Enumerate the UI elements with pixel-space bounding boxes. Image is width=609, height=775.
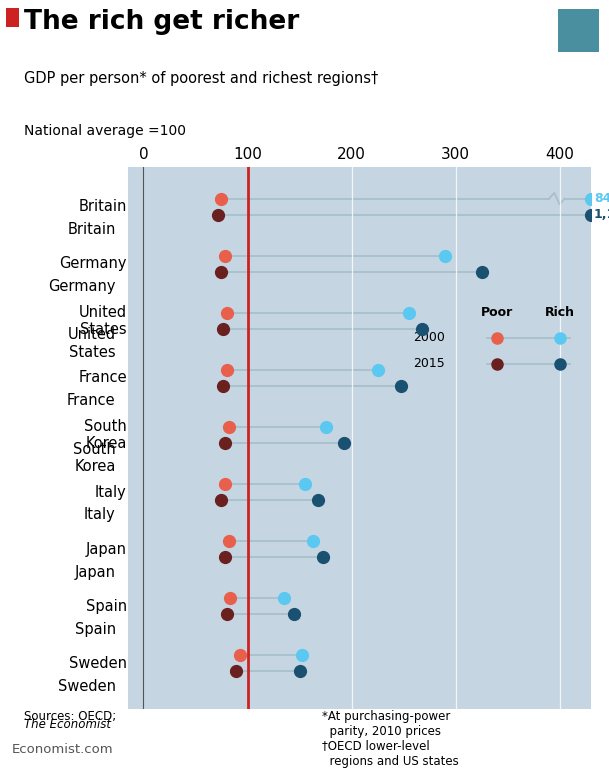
Text: Spain: Spain: [74, 622, 116, 637]
Text: GDP per person* of poorest and richest regions†: GDP per person* of poorest and richest r…: [24, 71, 378, 86]
Text: France: France: [67, 393, 116, 408]
Text: France: France: [78, 370, 127, 385]
Text: 1,150: 1,150: [594, 208, 609, 221]
Text: National average =100: National average =100: [24, 124, 186, 138]
Text: Spain: Spain: [86, 599, 127, 614]
FancyBboxPatch shape: [558, 9, 599, 52]
Bar: [6, 8, 19, 27]
Text: 2015: 2015: [414, 357, 445, 370]
Text: South
Korea: South Korea: [73, 442, 116, 474]
Text: Poor: Poor: [481, 306, 513, 319]
Text: Rich: Rich: [544, 306, 574, 319]
Text: Italy: Italy: [84, 508, 116, 522]
Text: *At purchasing-power
  parity, 2010 prices
†OECD lower-level
  regions and US st: *At purchasing-power parity, 2010 prices…: [322, 710, 459, 767]
Text: United
States: United States: [68, 328, 116, 360]
Text: Britain: Britain: [79, 199, 127, 214]
Text: 2000: 2000: [414, 332, 445, 344]
Text: Japan: Japan: [75, 564, 116, 580]
Text: Germany: Germany: [59, 257, 127, 271]
Text: United
States: United States: [79, 305, 127, 337]
Text: 848: 848: [594, 192, 609, 205]
Text: Britain: Britain: [68, 222, 116, 237]
Text: Economist.com: Economist.com: [12, 743, 114, 756]
Text: 1: 1: [572, 21, 585, 40]
Text: Germany: Germany: [48, 279, 116, 294]
Text: Sweden: Sweden: [58, 679, 116, 694]
Text: Japan: Japan: [86, 542, 127, 556]
Text: Sweden: Sweden: [69, 656, 127, 671]
Text: The rich get richer: The rich get richer: [24, 9, 299, 36]
Text: Sources: OECD;: Sources: OECD;: [24, 710, 116, 722]
Text: The Economist: The Economist: [24, 718, 111, 731]
Text: South
Korea: South Korea: [84, 418, 127, 451]
Text: Italy: Italy: [95, 484, 127, 500]
